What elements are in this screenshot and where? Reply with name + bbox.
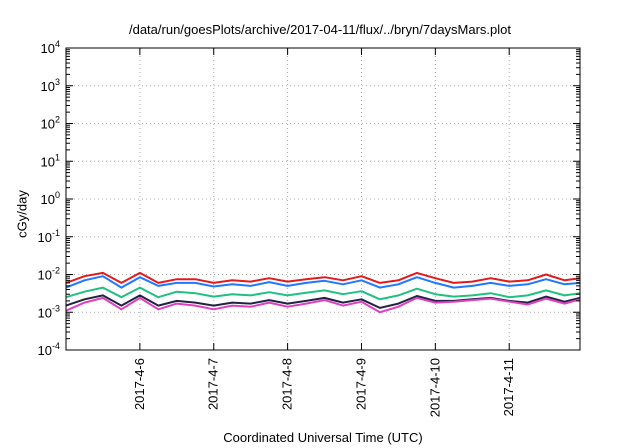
y-tick-base: 10 bbox=[38, 305, 52, 320]
x-tick-label: 2017-4-7 bbox=[206, 358, 221, 410]
y-tick-base: 10 bbox=[38, 230, 52, 245]
y-axis-label: cGy/day bbox=[14, 190, 30, 238]
grid-lines bbox=[66, 48, 580, 350]
y-tick-exponent: -1 bbox=[52, 228, 60, 238]
series-lines bbox=[65, 271, 581, 314]
y-tick-label: 104 bbox=[41, 39, 60, 56]
chart-title: /data/run/goesPlots/archive/2017-04-11/f… bbox=[128, 22, 512, 37]
x-tick-label: 2017-4-6 bbox=[132, 358, 147, 410]
y-tick-exponent: 3 bbox=[55, 77, 60, 87]
series-line bbox=[65, 271, 581, 284]
y-tick-base: 10 bbox=[41, 117, 55, 132]
x-tick-label: 2017-4-9 bbox=[353, 358, 368, 410]
y-tick-base: 10 bbox=[38, 268, 52, 283]
y-tick-exponent: -3 bbox=[52, 303, 60, 313]
y-tick-label: 102 bbox=[41, 115, 60, 132]
y-tick-exponent: 1 bbox=[55, 152, 60, 162]
y-tick-base: 10 bbox=[41, 192, 55, 207]
y-tick-label: 10-1 bbox=[38, 228, 60, 245]
y-tick-base: 10 bbox=[41, 79, 55, 94]
y-tick-label: 10-2 bbox=[38, 266, 60, 283]
series-line bbox=[65, 286, 581, 301]
y-tick-label: 10-4 bbox=[38, 341, 60, 358]
y-tick-exponent: -4 bbox=[52, 341, 60, 351]
y-tick-base: 10 bbox=[38, 343, 52, 358]
y-tick-exponent: 2 bbox=[55, 115, 60, 125]
y-tick-label: 103 bbox=[41, 77, 60, 94]
x-tick-label: 2017-4-8 bbox=[280, 358, 295, 410]
y-tick-exponent: -2 bbox=[52, 266, 60, 276]
y-tick-base: 10 bbox=[41, 154, 55, 169]
x-axis: 2017-4-6 2017-4-7 2017-4-8 2017-4-9 2017-4-1… bbox=[132, 48, 516, 417]
y-tick-exponent: 4 bbox=[55, 39, 60, 49]
series-line bbox=[65, 275, 581, 289]
x-axis-label: Coordinated Universal Time (UTC) bbox=[223, 430, 423, 445]
y-tick-label: 10-3 bbox=[38, 303, 60, 320]
x-tick-label: 2017-4-11 bbox=[501, 358, 516, 416]
x-tick-label: 2017-4-10 bbox=[427, 358, 442, 417]
series-line bbox=[65, 296, 581, 314]
y-tick-exponent: 0 bbox=[55, 190, 60, 200]
y-tick-label: 101 bbox=[41, 152, 60, 169]
y-tick-base: 10 bbox=[41, 41, 55, 56]
y-tick-label: 100 bbox=[41, 190, 60, 207]
